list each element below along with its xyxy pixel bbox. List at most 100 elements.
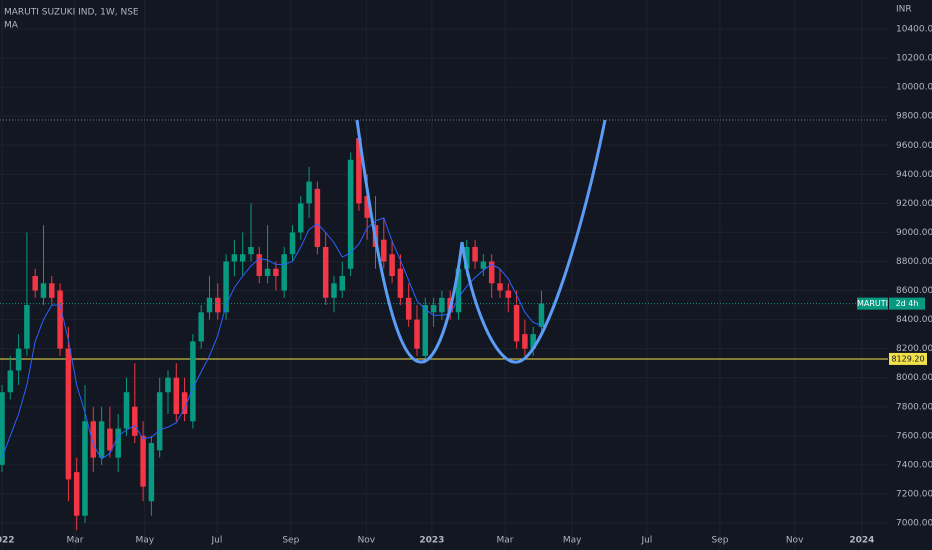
candle-body (132, 406, 138, 436)
grid (0, 0, 888, 550)
candle-body (49, 283, 55, 298)
ma-line (1, 217, 542, 460)
candle-body (73, 472, 80, 516)
candle-body (513, 305, 520, 342)
x-tick-label: Mar (496, 536, 513, 546)
x-tick-label: Nov (786, 536, 804, 546)
candle-body (198, 312, 204, 342)
x-tick-label: Jul (211, 536, 223, 546)
price-axis (888, 0, 932, 550)
y-tick-label: 10200.00 (896, 54, 932, 64)
candle-body (414, 319, 420, 349)
candle-body (422, 305, 429, 356)
candle-body (306, 181, 312, 204)
x-tick-label: Jul (640, 536, 652, 546)
candle-body (107, 428, 113, 451)
candle-body (82, 421, 88, 516)
currency: INR (896, 5, 912, 15)
candle-body (331, 283, 337, 298)
countdown-tag (889, 297, 925, 310)
y-tick-label: 7600.00 (896, 431, 932, 441)
candle-body (123, 392, 130, 429)
candle-body (364, 196, 370, 218)
candle-body (347, 159, 354, 269)
candle-body (0, 392, 5, 465)
chart-title: MARUTI SUZUKI IND, 1W, NSE (4, 8, 139, 18)
indicator-label: MA (4, 21, 19, 31)
candle-body (339, 276, 346, 291)
y-tick-label: 9600.00 (896, 141, 932, 151)
x-tick-label: Nov (358, 536, 376, 546)
candle-body (165, 377, 171, 393)
candle-body (505, 290, 512, 298)
candle-body (65, 348, 72, 480)
candle-body (181, 392, 188, 415)
y-tick-label: 8400.00 (896, 315, 932, 325)
candle-body (381, 239, 387, 262)
candle-body (140, 435, 146, 487)
candle-body (57, 290, 63, 349)
x-tick-label: May (135, 536, 154, 546)
x-tick-label: 2022 (0, 536, 15, 546)
candle-body (90, 421, 97, 458)
candle-body (256, 254, 263, 277)
candle-body (439, 297, 445, 313)
axes: 7000.00 7200.00 7400.00 7600.00 7800.00 8000.… (0, 25, 932, 546)
candle-body (281, 254, 287, 291)
candle-body (405, 297, 412, 320)
y-tick-label: 8200.00 (896, 344, 932, 354)
candle-body (522, 334, 528, 349)
x-tick-label: 2023 (419, 536, 444, 546)
y-tick-label: 7000.00 (896, 518, 932, 528)
candle-body (173, 377, 180, 415)
y-tick-label: 9400.00 (896, 170, 932, 180)
candle-body (538, 303, 545, 327)
candle-body (530, 334, 536, 349)
level-label: 8129.20 (891, 354, 924, 363)
candle-body (464, 246, 470, 269)
candle-body (231, 254, 238, 262)
candle-body (223, 261, 229, 313)
candle-body (32, 276, 38, 291)
candle-body (239, 254, 246, 262)
candle-body (497, 283, 503, 291)
y-tick-label: 9800.00 (896, 112, 932, 122)
y-tick-label: 8600.00 (896, 286, 932, 296)
candle-body (389, 254, 395, 277)
y-tick-label: 10400.00 (896, 25, 932, 35)
candle-body (289, 232, 296, 255)
y-tick-label: 7800.00 (896, 402, 932, 412)
candle-body (356, 138, 362, 204)
candle-body (215, 297, 221, 313)
candle-body (472, 246, 478, 262)
candle-body (480, 261, 487, 269)
marks (0, 130, 888, 531)
candle-body (24, 305, 30, 349)
x-tick-label: Mar (67, 536, 84, 546)
countdown-label: 2d 4h (896, 299, 919, 308)
y-tick-label: 8800.00 (896, 257, 932, 267)
candle-body (273, 268, 279, 277)
y-tick-label: 9200.00 (896, 199, 932, 209)
y-tick-label: 9000.00 (896, 228, 932, 238)
candle-body (15, 348, 22, 371)
candle-body (248, 246, 254, 255)
level-tag (889, 352, 927, 365)
y-tick-label: 8000.00 (896, 373, 932, 383)
x-tick-label: Sep (711, 536, 728, 546)
candle-body (148, 443, 155, 502)
candle-body (430, 305, 437, 313)
candle-body (190, 341, 196, 422)
candle-body (397, 268, 404, 298)
y-tick-label: 10000.00 (896, 83, 932, 93)
symbol-tag (857, 297, 888, 310)
candle-body (156, 392, 163, 451)
y-tick-label: 7200.00 (896, 489, 932, 499)
y-tick-label: 7400.00 (896, 460, 932, 470)
candle-body (264, 268, 271, 277)
x-tick-label: Sep (282, 536, 299, 546)
candle-body (455, 268, 462, 313)
